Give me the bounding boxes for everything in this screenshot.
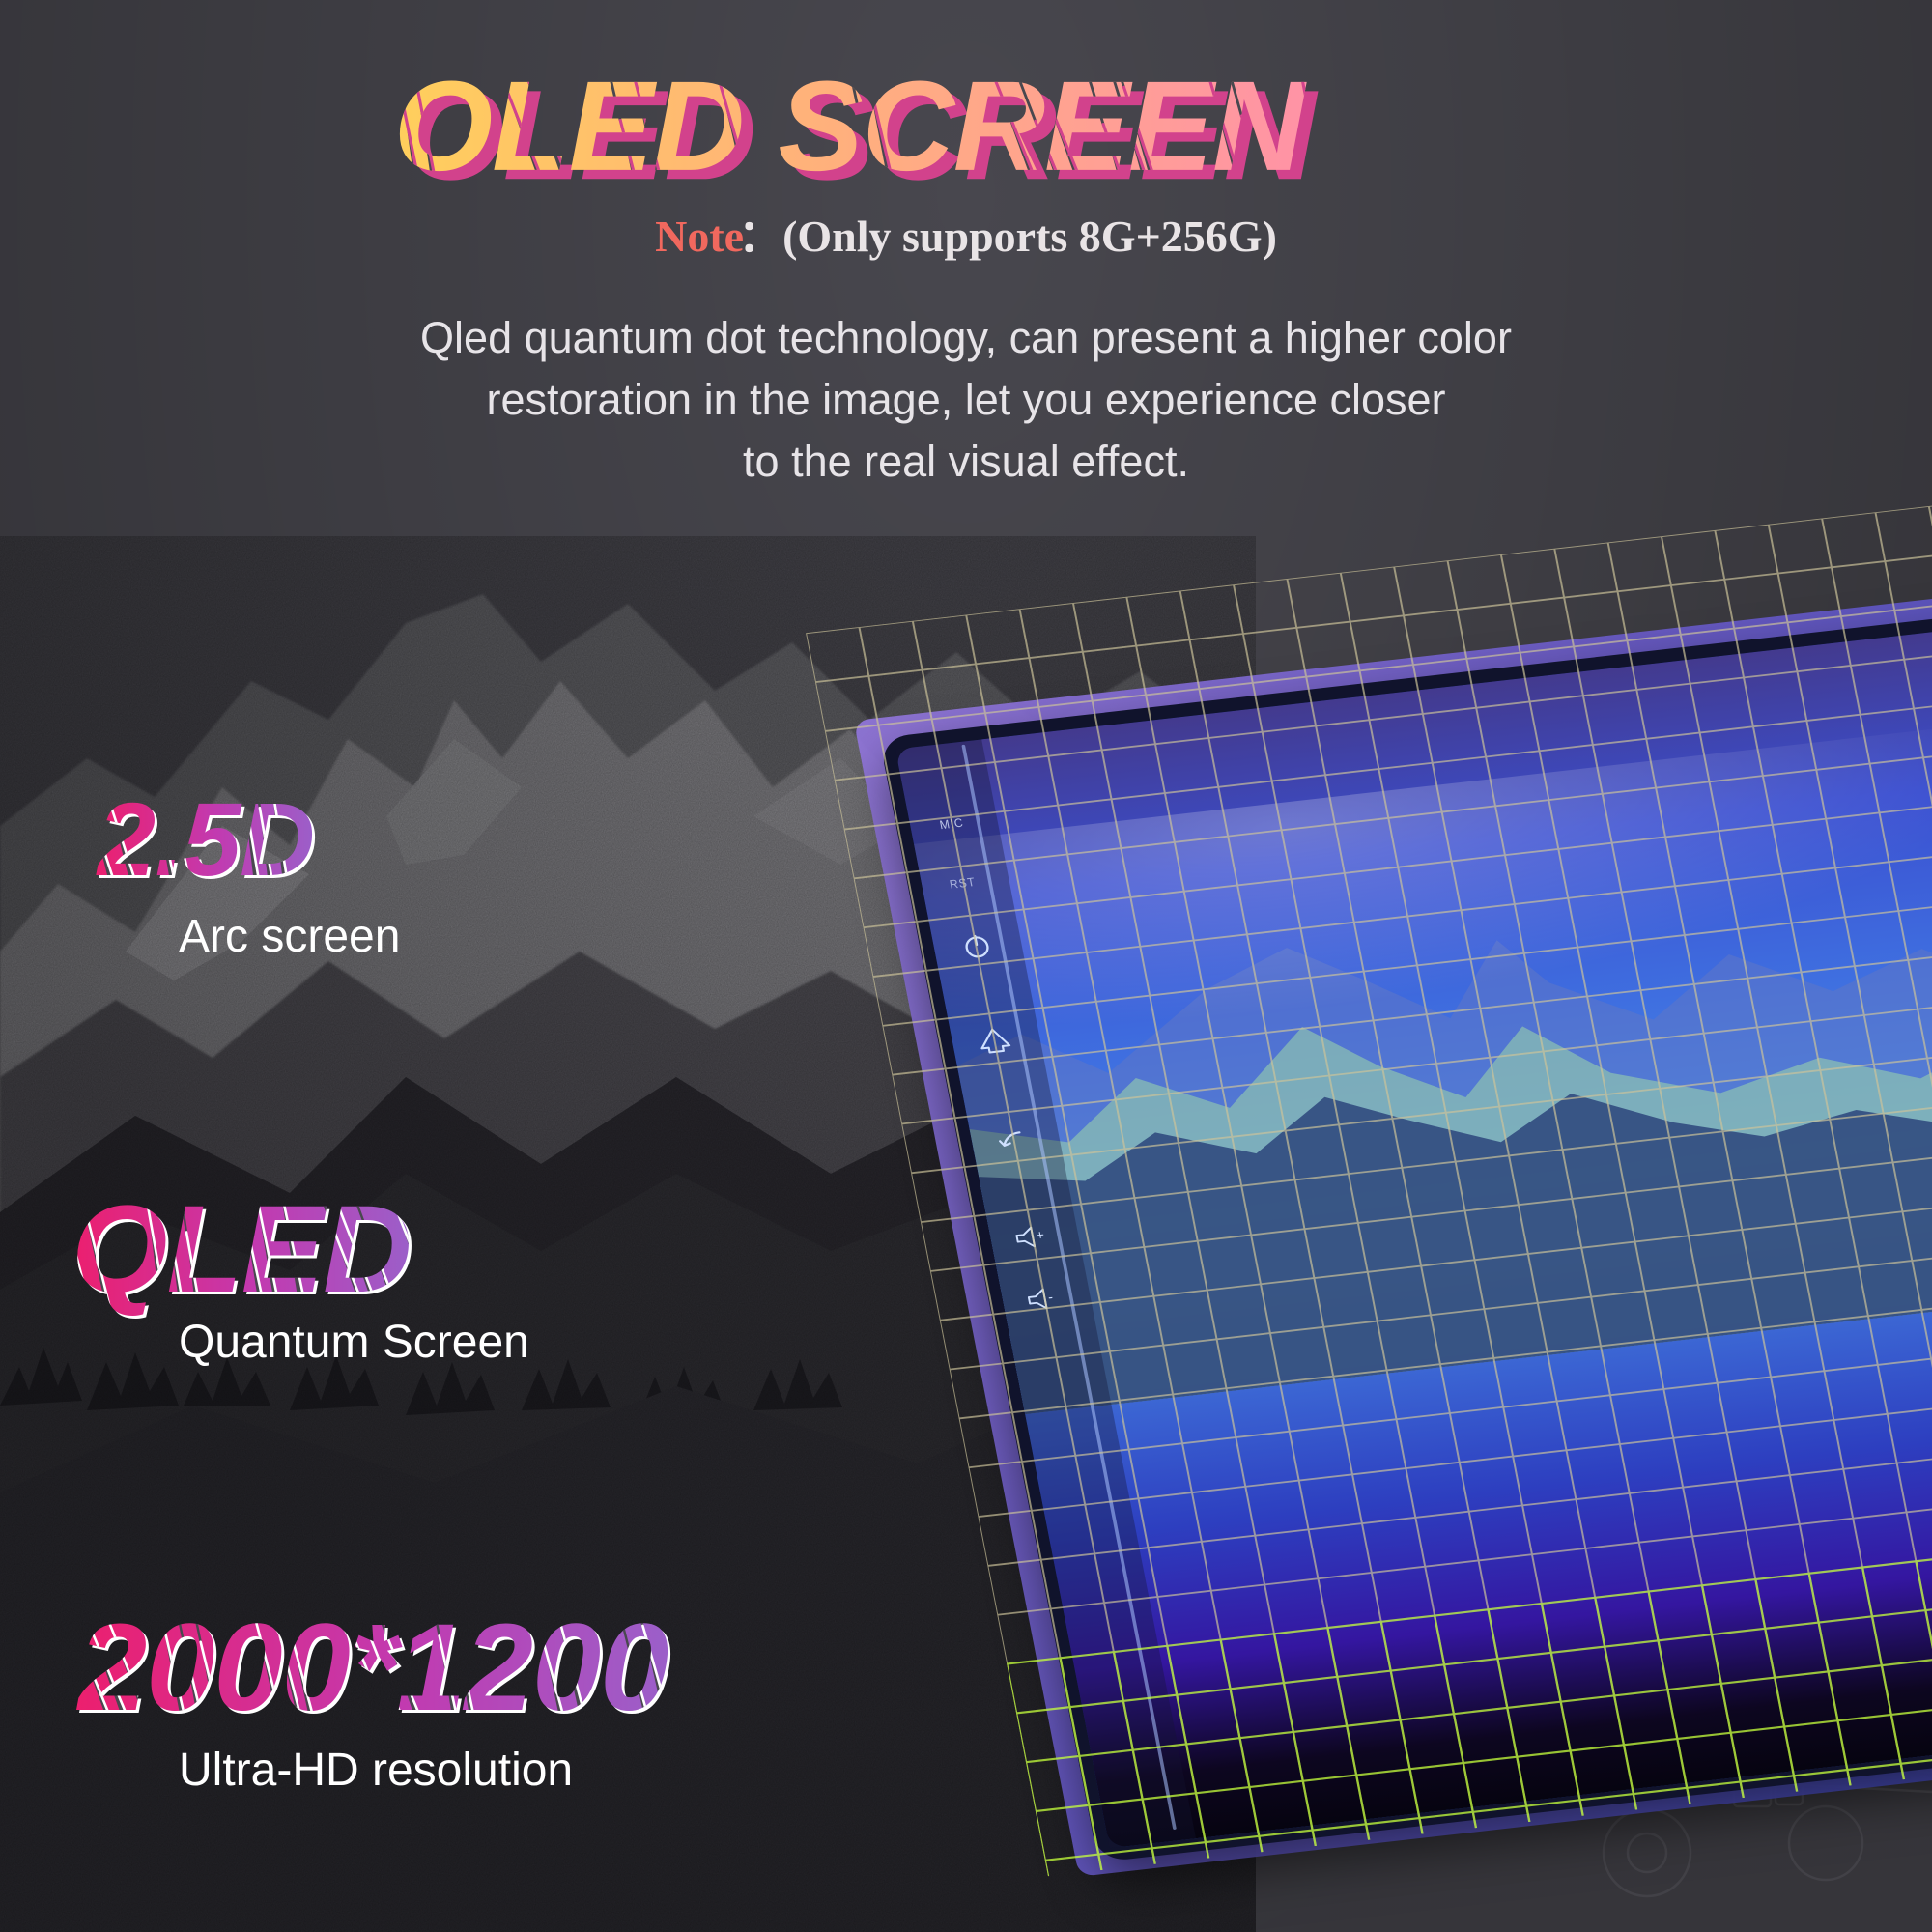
svg-text:2000*1200: 2000*1200: [76, 1599, 668, 1737]
